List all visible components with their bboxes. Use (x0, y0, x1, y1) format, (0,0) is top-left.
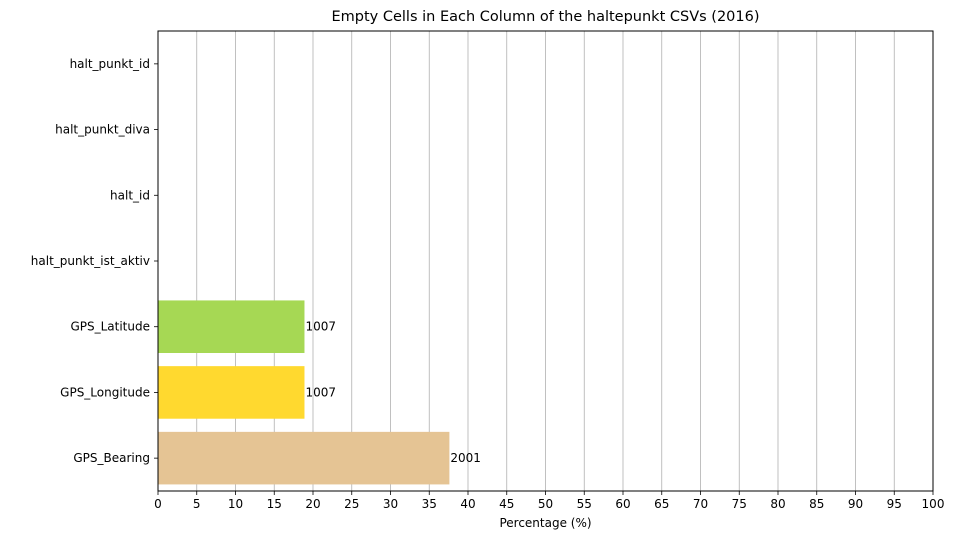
x-tick-label: 25 (344, 497, 359, 511)
y-axis: halt_punkt_id halt_punkt_diva halt_id halt_… (31, 57, 158, 465)
x-tick-label: 30 (383, 497, 398, 511)
y-tick-label: halt_punkt_id (70, 57, 150, 71)
x-tick-label: 95 (887, 497, 902, 511)
y-tick-label: halt_id (110, 188, 150, 202)
x-tick-label: 10 (228, 497, 243, 511)
y-tick-label: halt_punkt_ist_aktiv (31, 254, 150, 268)
x-tick-label: 40 (460, 497, 475, 511)
x-tick-label: 75 (732, 497, 747, 511)
y-tick-label: GPS_Latitude (70, 320, 150, 334)
chart-title: Empty Cells in Each Column of the haltep… (331, 9, 759, 25)
y-tick-label: halt_punkt_diva (55, 123, 150, 137)
x-tick-label: 85 (809, 497, 824, 511)
bar (158, 431, 450, 485)
x-tick-label: 70 (693, 497, 708, 511)
x-axis: 0 5 10 15 20 25 30 35 40 45 50 55 60 65 70 75 80 85 90 95 10… (154, 491, 944, 511)
x-tick-label: 90 (848, 497, 863, 511)
x-tick-label: 65 (654, 497, 669, 511)
bar-value-label: 2001 (450, 451, 481, 465)
x-tick-label: 60 (615, 497, 630, 511)
grid-lines (157, 31, 934, 491)
x-tick-label: 15 (267, 497, 282, 511)
bar (158, 366, 305, 419)
bars: 1007 1007 2001 (158, 300, 481, 485)
bar-value-label: 1007 (305, 385, 336, 399)
x-tick-label: 80 (770, 497, 785, 511)
y-tick-label: GPS_Longitude (60, 385, 150, 399)
x-tick-label: 100 (922, 497, 945, 511)
x-tick-label: 20 (305, 497, 320, 511)
x-tick-label: 55 (577, 497, 592, 511)
bar (158, 300, 305, 353)
x-tick-label: 0 (154, 497, 162, 511)
x-tick-label: 5 (193, 497, 201, 511)
y-tick-label: GPS_Bearing (73, 451, 150, 465)
bar-value-label: 1007 (305, 320, 336, 334)
x-tick-label: 45 (499, 497, 514, 511)
x-tick-label: 35 (422, 497, 437, 511)
x-tick-label: 50 (538, 497, 553, 511)
x-axis-label: Percentage (%) (499, 516, 591, 530)
